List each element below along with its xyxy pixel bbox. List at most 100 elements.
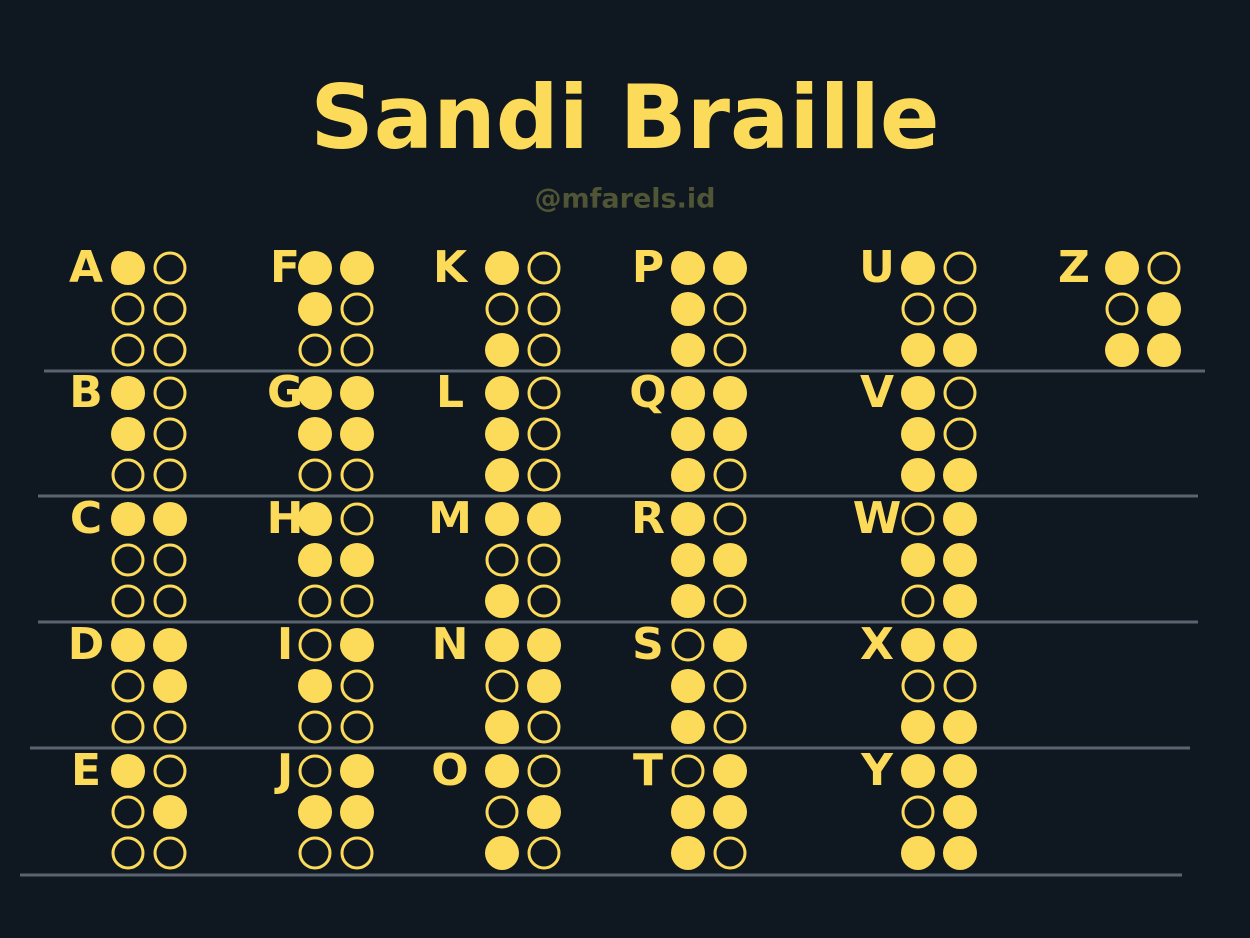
dot-raised — [111, 754, 145, 788]
dot-raised — [943, 543, 977, 577]
dot-flat — [298, 628, 332, 662]
dot-flat — [340, 502, 374, 536]
dot-raised — [901, 836, 935, 870]
dot-flat — [527, 754, 561, 788]
dot-raised — [298, 795, 332, 829]
dot-flat — [298, 584, 332, 618]
dot-raised — [671, 458, 705, 492]
dot-raised — [153, 628, 187, 662]
dot-flat — [713, 584, 747, 618]
letter: C — [70, 493, 102, 544]
dot-raised — [943, 333, 977, 367]
dot-flat — [153, 584, 187, 618]
dot-flat — [153, 251, 187, 285]
dot-raised — [340, 754, 374, 788]
dot-raised — [713, 376, 747, 410]
dot-raised — [298, 251, 332, 285]
dot-raised — [1147, 292, 1181, 326]
letter: M — [428, 493, 472, 544]
dot-raised — [527, 795, 561, 829]
dot-raised — [713, 417, 747, 451]
dot-flat — [111, 669, 145, 703]
dot-flat — [527, 292, 561, 326]
dot-raised — [901, 251, 935, 285]
dot-flat — [713, 458, 747, 492]
letter: Y — [860, 745, 894, 796]
dot-raised — [671, 292, 705, 326]
letter: G — [267, 367, 303, 418]
dot-flat — [901, 584, 935, 618]
dot-raised — [671, 502, 705, 536]
dot-flat — [153, 292, 187, 326]
dot-flat — [943, 292, 977, 326]
dot-raised — [485, 251, 519, 285]
dot-flat — [111, 795, 145, 829]
dot-flat — [485, 543, 519, 577]
dot-raised — [713, 543, 747, 577]
dot-raised — [298, 376, 332, 410]
dot-raised — [111, 417, 145, 451]
dot-raised — [298, 543, 332, 577]
dot-raised — [527, 502, 561, 536]
dot-raised — [485, 333, 519, 367]
letter: Q — [629, 367, 666, 418]
dot-raised — [671, 417, 705, 451]
dot-flat — [527, 710, 561, 744]
dot-raised — [943, 458, 977, 492]
dot-raised — [671, 836, 705, 870]
letter: E — [71, 745, 101, 796]
dot-raised — [340, 417, 374, 451]
dot-flat — [340, 584, 374, 618]
dot-flat — [943, 251, 977, 285]
dot-flat — [943, 417, 977, 451]
dot-raised — [901, 710, 935, 744]
dot-flat — [943, 669, 977, 703]
dot-flat — [153, 333, 187, 367]
dot-raised — [901, 376, 935, 410]
dot-raised — [713, 628, 747, 662]
dot-raised — [901, 458, 935, 492]
dot-flat — [671, 628, 705, 662]
dot-flat — [298, 754, 332, 788]
letter: P — [632, 242, 664, 293]
title: Sandi Braille — [310, 66, 939, 169]
dot-flat — [153, 458, 187, 492]
dot-flat — [1147, 251, 1181, 285]
dot-raised — [713, 795, 747, 829]
dot-flat — [153, 710, 187, 744]
dot-raised — [901, 333, 935, 367]
dot-flat — [713, 710, 747, 744]
subtitle: @mfarels.id — [535, 184, 716, 215]
dot-raised — [340, 795, 374, 829]
dot-raised — [298, 502, 332, 536]
dot-flat — [713, 292, 747, 326]
letter: V — [860, 367, 894, 418]
dot-raised — [298, 669, 332, 703]
dot-flat — [901, 502, 935, 536]
dot-flat — [298, 458, 332, 492]
dot-flat — [153, 836, 187, 870]
letter: U — [859, 242, 895, 293]
dot-raised — [340, 376, 374, 410]
dot-flat — [340, 710, 374, 744]
letter: A — [69, 242, 103, 293]
letter: J — [274, 745, 293, 796]
dot-flat — [713, 502, 747, 536]
dot-raised — [671, 251, 705, 285]
dot-raised — [111, 251, 145, 285]
letter: K — [433, 242, 469, 293]
dot-flat — [340, 836, 374, 870]
dot-raised — [943, 836, 977, 870]
dot-flat — [111, 584, 145, 618]
dot-flat — [340, 292, 374, 326]
dot-flat — [527, 333, 561, 367]
dot-raised — [671, 795, 705, 829]
dot-flat — [153, 376, 187, 410]
letter: F — [270, 242, 300, 293]
dot-raised — [901, 417, 935, 451]
dot-raised — [340, 628, 374, 662]
dot-flat — [485, 795, 519, 829]
dot-raised — [1147, 333, 1181, 367]
dot-raised — [713, 754, 747, 788]
